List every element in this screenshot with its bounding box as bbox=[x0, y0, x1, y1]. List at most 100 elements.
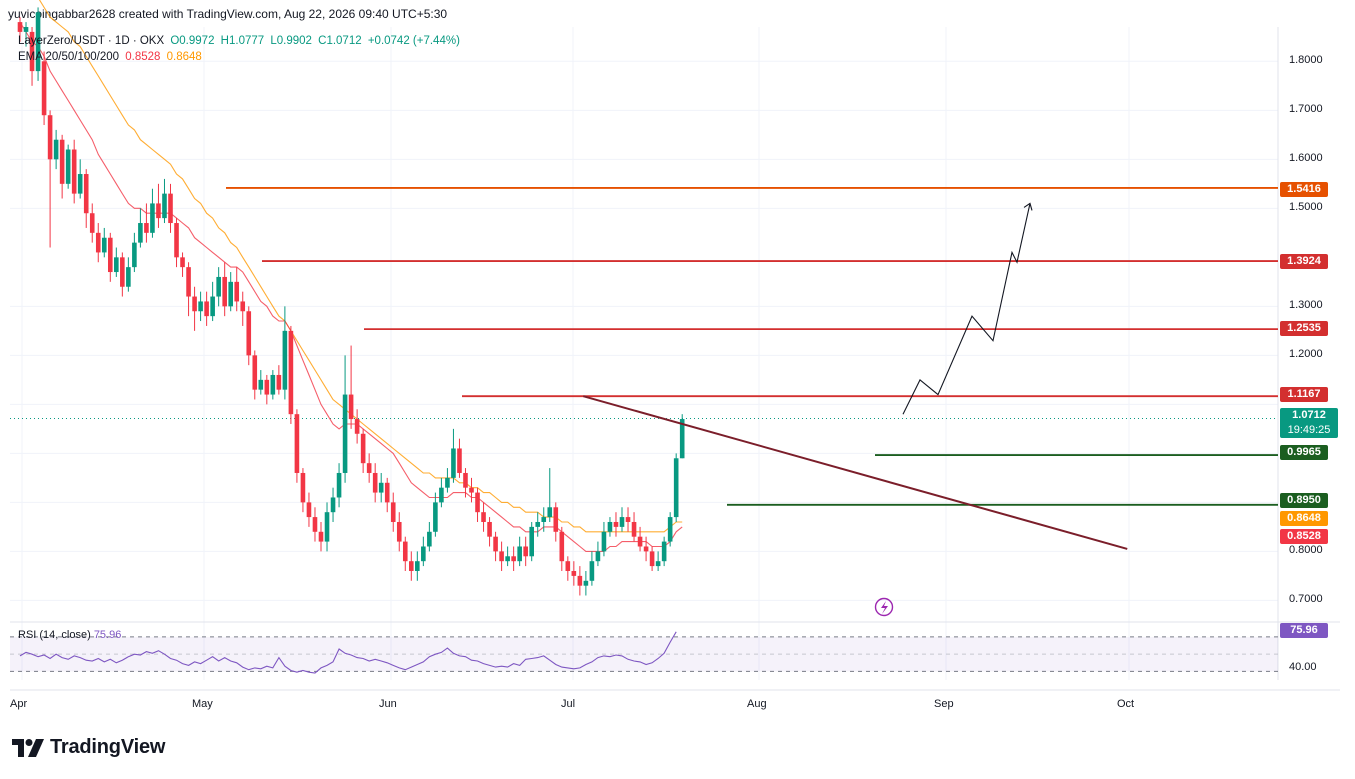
price-tick-label: 1.8000 bbox=[1289, 54, 1323, 67]
candle-body bbox=[493, 536, 498, 552]
candle-body bbox=[427, 531, 432, 547]
candle-body bbox=[264, 379, 270, 395]
grid bbox=[10, 27, 1340, 691]
candle-body bbox=[481, 512, 486, 522]
candle-body bbox=[162, 193, 167, 219]
candle-body bbox=[667, 517, 673, 542]
candle-body bbox=[288, 330, 294, 415]
tradingview-logo[interactable]: TradingView bbox=[12, 736, 165, 759]
tradingview-logo-icon bbox=[12, 738, 44, 757]
ohlc-change: +0.0742 (+7.44%) bbox=[367, 35, 460, 47]
candle-body bbox=[523, 546, 528, 557]
candle-body bbox=[372, 472, 378, 493]
candle-body bbox=[282, 330, 288, 390]
rsi-line bbox=[19, 631, 677, 674]
ohlc-close: C1.0712 bbox=[318, 35, 362, 47]
author-line: yuvicoingabbar2628 created with TradingV… bbox=[8, 7, 448, 21]
rsi-value-text: 75.96 bbox=[93, 629, 122, 641]
rsi-legend: RSI (14, close) 75.96 bbox=[18, 629, 121, 641]
time-tick-label: May bbox=[192, 698, 213, 710]
candle-body bbox=[433, 502, 438, 532]
candle-body bbox=[559, 531, 565, 562]
candle-body bbox=[402, 541, 408, 562]
candle-body bbox=[228, 281, 233, 307]
candle-body bbox=[421, 546, 426, 562]
candle-body bbox=[150, 203, 155, 233]
candle-body bbox=[577, 575, 583, 586]
candle-body bbox=[186, 267, 191, 297]
resistance-tag-2: 1.3924 bbox=[1280, 254, 1328, 269]
price-tick-label: 1.2000 bbox=[1289, 348, 1323, 361]
descending-trendline bbox=[583, 395, 1128, 550]
candle-body bbox=[673, 458, 679, 518]
candle-body bbox=[324, 512, 330, 542]
candle-body bbox=[463, 472, 468, 488]
price-tick-label: 1.5000 bbox=[1289, 201, 1323, 214]
candle-body bbox=[120, 257, 125, 287]
candle-body bbox=[89, 213, 95, 233]
ema50-value: 0.8648 bbox=[166, 51, 202, 63]
candle-body bbox=[35, 12, 41, 72]
candle-body bbox=[192, 296, 197, 312]
candle-body bbox=[505, 556, 510, 562]
candle-body bbox=[114, 257, 119, 273]
ema-lines bbox=[19, 0, 683, 552]
candle-body bbox=[384, 482, 390, 503]
candle-body bbox=[409, 561, 414, 571]
time-tick-label: Jul bbox=[561, 698, 576, 710]
candle-body bbox=[336, 472, 342, 498]
alert-icon bbox=[874, 597, 894, 617]
candle-body bbox=[258, 379, 264, 390]
candle-body bbox=[126, 267, 131, 287]
price-tick-label: 0.7000 bbox=[1289, 593, 1323, 606]
candle-body bbox=[529, 526, 534, 557]
last-price: 1.0712 bbox=[1292, 409, 1326, 421]
rsi-label-text: RSI (14, close) bbox=[18, 629, 91, 641]
tradingview-wordmark: TradingView bbox=[50, 736, 166, 758]
time-tick-label: Jun bbox=[379, 698, 397, 710]
candle-body bbox=[306, 502, 312, 518]
candle-body bbox=[198, 301, 203, 312]
candle-body bbox=[655, 561, 661, 567]
support-tag-2: 0.8950 bbox=[1280, 493, 1328, 508]
candle-body bbox=[330, 497, 336, 513]
candle-body bbox=[29, 31, 35, 72]
candle-body bbox=[637, 536, 643, 547]
candle-body bbox=[270, 374, 276, 395]
candle-body bbox=[132, 242, 137, 268]
lightning-icon bbox=[881, 601, 888, 614]
ema-legend: EMA 20/50/100/200 0.8528 0.8648 bbox=[18, 51, 205, 63]
ema50-tag: 0.8648 bbox=[1280, 511, 1328, 526]
candle-body bbox=[390, 502, 396, 522]
candle-body bbox=[77, 174, 83, 194]
candle-body bbox=[499, 551, 504, 562]
candle-body bbox=[348, 394, 354, 420]
candle-body bbox=[101, 237, 107, 253]
candle-body bbox=[71, 149, 77, 194]
horizontal-levels bbox=[10, 187, 1278, 506]
projection-path bbox=[902, 203, 1031, 415]
candle-body bbox=[366, 463, 372, 473]
symbol-name: LayerZero/USDT · 1D · OKX bbox=[18, 35, 165, 47]
candle-body bbox=[607, 521, 613, 532]
candle-body bbox=[619, 517, 625, 527]
drawings bbox=[583, 202, 1128, 617]
candle-body bbox=[276, 374, 282, 390]
candle-body bbox=[613, 521, 619, 527]
time-tick-label: Sep bbox=[934, 698, 954, 710]
last-price-tag: 1.0712 19:49:25 bbox=[1280, 408, 1338, 438]
candle-body bbox=[571, 570, 577, 576]
candle-body bbox=[204, 301, 209, 317]
candle-body bbox=[378, 482, 384, 493]
candle-body bbox=[342, 394, 348, 473]
ohlc-high: H1.0777 bbox=[220, 35, 265, 47]
candle-body bbox=[174, 223, 179, 258]
resistance-tag-3: 1.2535 bbox=[1280, 321, 1328, 336]
candle-body bbox=[234, 281, 240, 302]
candle-body bbox=[168, 193, 173, 224]
candle-body bbox=[601, 531, 607, 552]
candle-body bbox=[679, 419, 685, 459]
candle-body bbox=[475, 492, 480, 513]
